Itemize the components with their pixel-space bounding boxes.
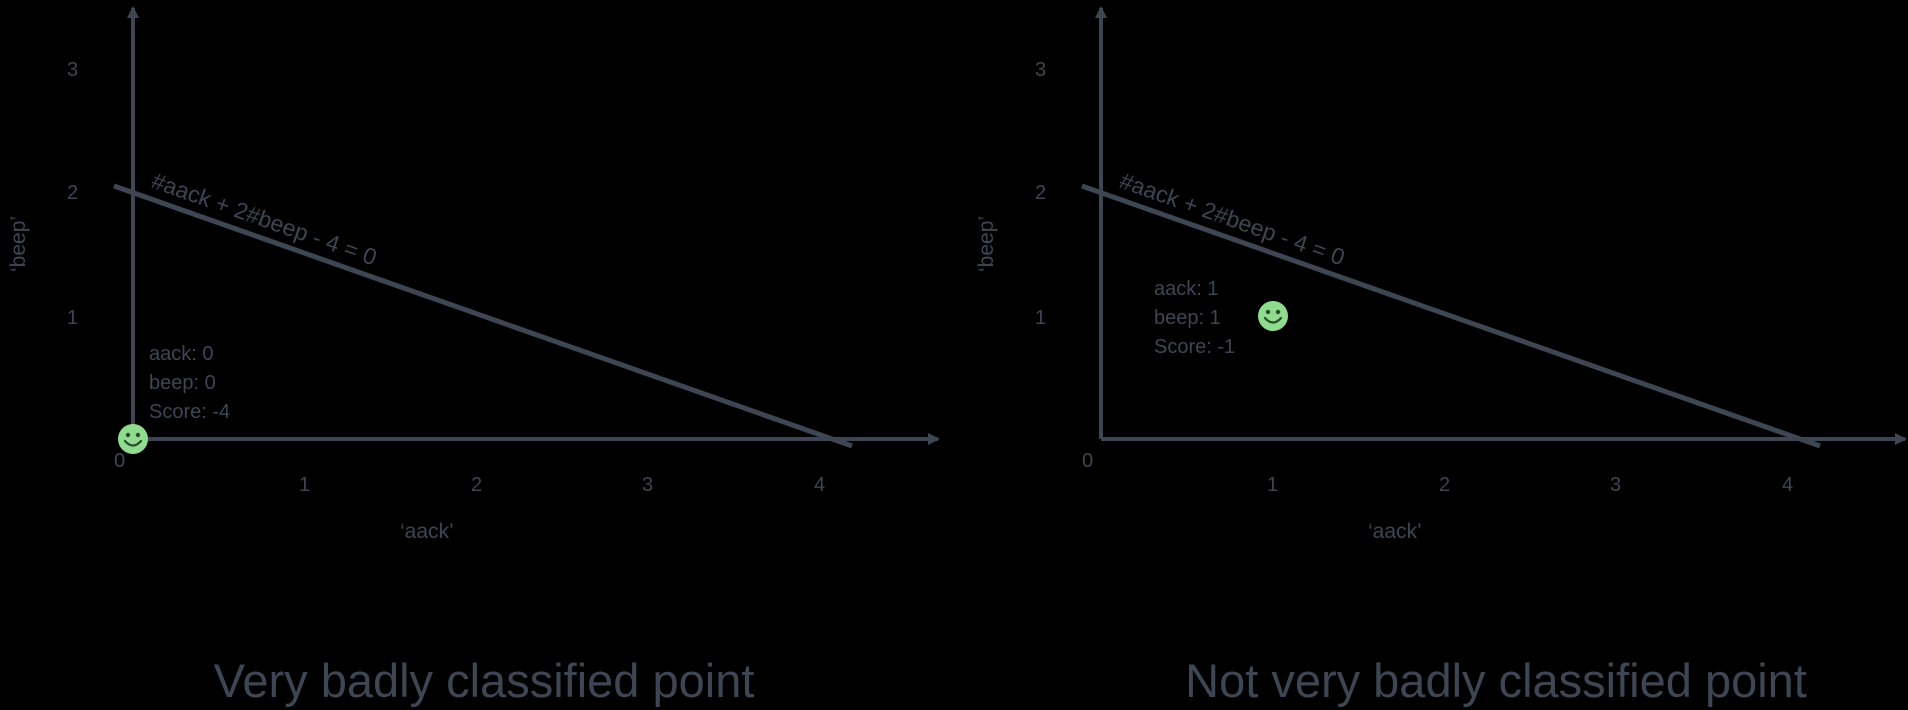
point-info-aack: aack: 1 [1154,278,1218,300]
origin-label: 0 [1082,450,1093,472]
point-info-aack: aack: 0 [149,343,213,365]
x-tick-2: 2 [1439,474,1450,496]
smiley-face-icon [1258,301,1288,331]
panel-1: #aack + 2#beep - 4 = 0 0 1 2 3 4 1 2 3 ‘… [7,6,940,707]
boundary-equation: #aack + 2#beep - 4 = 0 [1116,167,1348,270]
y-tick-3: 3 [67,59,78,81]
y-tick-2: 2 [67,182,78,204]
y-tick-2: 2 [1035,182,1046,204]
x-axis-label: ‘aack’ [1368,520,1422,543]
boundary-equation: #aack + 2#beep - 4 = 0 [148,167,380,270]
x-tick-4: 4 [814,474,825,496]
decision-boundary-line [1081,183,1821,449]
y-tick-1: 1 [1035,307,1046,329]
decision-boundary-line [113,183,853,449]
panel-caption: Very badly classified point [214,654,755,707]
panel-2: #aack + 2#beep - 4 = 0 0 1 2 3 4 1 2 3 ‘… [975,6,1907,707]
y-tick-1: 1 [67,307,78,329]
smiley-face-icon [118,424,148,454]
x-tick-1: 1 [1267,474,1278,496]
y-axis-label: ‘beep’ [7,216,30,272]
point-info-beep: beep: 1 [1154,307,1221,329]
x-tick-1: 1 [299,474,310,496]
y-tick-3: 3 [1035,59,1046,81]
panel-caption: Not very badly classified point [1185,654,1807,707]
point-info-score: Score: -4 [149,401,230,423]
y-axis-label: ‘beep’ [975,216,998,272]
point-info-score: Score: -1 [1154,336,1235,358]
x-tick-4: 4 [1782,474,1793,496]
x-tick-2: 2 [471,474,482,496]
origin-label: 0 [114,450,125,472]
point-info-beep: beep: 0 [149,372,216,394]
x-tick-3: 3 [642,474,653,496]
x-axis-label: ‘aack’ [400,520,454,543]
x-tick-3: 3 [1610,474,1621,496]
